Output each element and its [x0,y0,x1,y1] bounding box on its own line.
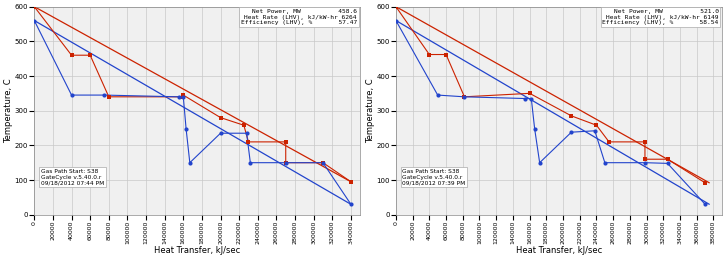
Y-axis label: Temperature, C: Temperature, C [366,78,375,143]
Text: Net Power, MW          521.0
Heat Rate (LHV), kJ/kW-hr 6149
Efficiency (LHV), % : Net Power, MW 521.0 Heat Rate (LHV), kJ/… [603,9,719,25]
Text: Net Power, MW          458.6
Heat Rate (LHV), kJ/kW-hr 6264
Efficiency (LHV), % : Net Power, MW 458.6 Heat Rate (LHV), kJ/… [241,9,357,25]
Text: Gas Path Start: S38
GateCycle v.5.40.0.r
09/18/2012 07:39 PM: Gas Path Start: S38 GateCycle v.5.40.0.r… [402,169,465,185]
X-axis label: Heat Transfer, kJ/sec: Heat Transfer, kJ/sec [515,246,602,255]
Text: Gas Path Start: S38
GateCycle v.5.40.0.r
09/18/2012 07:44 PM: Gas Path Start: S38 GateCycle v.5.40.0.r… [41,169,104,185]
Y-axis label: Temperature, C: Temperature, C [4,78,13,143]
X-axis label: Heat Transfer, kJ/sec: Heat Transfer, kJ/sec [154,246,240,255]
